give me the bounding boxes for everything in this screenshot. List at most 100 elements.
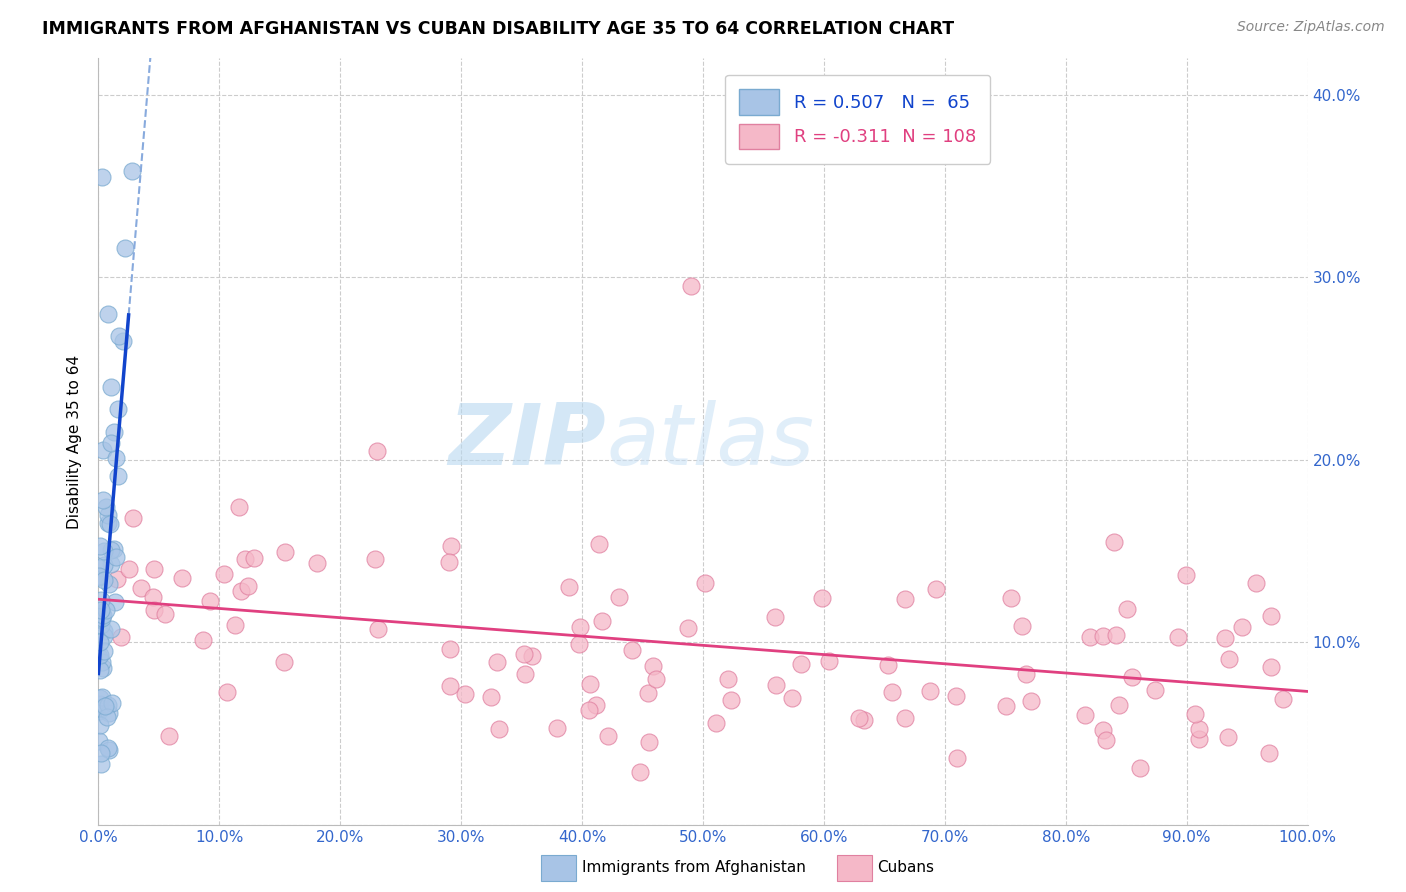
Text: Source: ZipAtlas.com: Source: ZipAtlas.com: [1237, 20, 1385, 34]
Point: [193, 633, 215, 648]
Point: [97, 706, 120, 720]
Point: [224, 618, 246, 632]
Point: [107, 402, 129, 417]
Point: [1015, 666, 1038, 681]
Point: [995, 699, 1018, 714]
Point: [790, 657, 813, 671]
Point: [1102, 535, 1125, 549]
Point: [89, 539, 111, 553]
Point: [592, 615, 614, 629]
Point: [87, 734, 110, 748]
Point: [520, 648, 543, 663]
Point: [94, 699, 117, 714]
Point: [366, 443, 388, 458]
Point: [704, 715, 727, 730]
Point: [439, 679, 461, 693]
Point: [877, 657, 900, 672]
Point: [1257, 747, 1279, 761]
Point: [142, 562, 165, 576]
Point: [1011, 619, 1033, 633]
Point: [90, 603, 112, 617]
Point: [91, 169, 114, 184]
Point: [94, 603, 117, 617]
Point: [1000, 591, 1022, 605]
Point: [157, 729, 180, 743]
Point: [87, 570, 110, 584]
Point: [678, 621, 700, 635]
Point: [107, 329, 129, 343]
Point: [93, 629, 115, 643]
Point: [90, 608, 112, 623]
Point: [1184, 706, 1206, 721]
Point: [87, 650, 110, 665]
Point: [568, 619, 591, 633]
Point: [97, 307, 120, 321]
Point: [89, 663, 111, 677]
Point: [1091, 629, 1114, 643]
Point: [228, 500, 250, 514]
Point: [273, 655, 295, 669]
Point: [121, 511, 143, 525]
Point: [1105, 628, 1128, 642]
Point: [1216, 730, 1239, 744]
Point: [100, 557, 122, 571]
Point: [1092, 723, 1115, 738]
Point: [89, 691, 111, 706]
Point: [440, 539, 463, 553]
Point: [121, 164, 143, 178]
Y-axis label: Disability Age 35 to 64: Disability Age 35 to 64: [67, 354, 83, 529]
Point: [817, 654, 839, 668]
Point: [848, 711, 870, 725]
Point: [90, 618, 112, 632]
Point: [89, 704, 111, 718]
Point: [96, 710, 118, 724]
Point: [763, 610, 786, 624]
Text: ZIP: ZIP: [449, 400, 606, 483]
Point: [596, 729, 619, 743]
Point: [98, 516, 121, 531]
Point: [142, 590, 165, 604]
Point: [1271, 692, 1294, 706]
Point: [920, 684, 942, 698]
Point: [811, 591, 834, 606]
Point: [1215, 631, 1237, 645]
Point: [1167, 630, 1189, 644]
Point: [89, 698, 111, 712]
Point: [110, 630, 132, 644]
Point: [607, 590, 630, 604]
Text: IMMIGRANTS FROM AFGHANISTAN VS CUBAN DISABILITY AGE 35 TO 64 CORRELATION CHART: IMMIGRANTS FROM AFGHANISTAN VS CUBAN DIS…: [42, 20, 955, 37]
Point: [546, 722, 568, 736]
Point: [118, 562, 141, 576]
Point: [274, 545, 297, 559]
Point: [89, 561, 111, 575]
Point: [638, 735, 661, 749]
Point: [91, 610, 114, 624]
Point: [1019, 694, 1042, 708]
Legend: R = 0.507   N =  65, R = -0.311  N = 108: R = 0.507 N = 65, R = -0.311 N = 108: [725, 75, 990, 164]
Point: [513, 666, 536, 681]
Point: [486, 655, 509, 669]
Point: [1094, 733, 1116, 747]
Point: [364, 551, 387, 566]
Point: [91, 492, 114, 507]
Point: [170, 570, 193, 584]
Point: [87, 569, 110, 583]
Point: [488, 723, 510, 737]
Point: [588, 537, 610, 551]
Point: [93, 544, 115, 558]
Point: [243, 551, 266, 566]
Point: [107, 469, 129, 483]
Point: [894, 592, 917, 607]
Point: [1129, 761, 1152, 775]
Point: [90, 746, 112, 760]
Point: [105, 549, 128, 564]
Point: [644, 672, 666, 686]
Point: [91, 656, 114, 670]
Point: [97, 743, 120, 757]
Point: [112, 334, 135, 348]
Point: [1175, 568, 1198, 582]
Point: [643, 659, 665, 673]
Point: [720, 692, 742, 706]
Point: [100, 623, 122, 637]
Point: [479, 690, 502, 705]
